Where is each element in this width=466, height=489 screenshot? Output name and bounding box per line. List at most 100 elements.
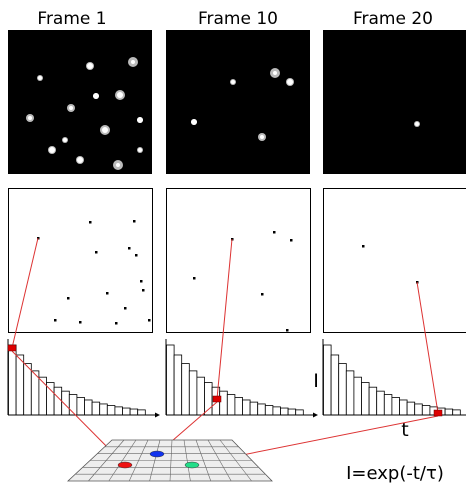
histogram-bar [123, 408, 131, 415]
histogram-bar [265, 406, 273, 415]
histogram-bar [296, 410, 304, 415]
histogram-marker [434, 410, 442, 416]
histogram-bar [273, 407, 281, 415]
grid-cell [150, 451, 164, 457]
detected-point [290, 239, 293, 242]
detected-point [362, 245, 365, 248]
histogram-bar [235, 397, 243, 415]
spot [93, 93, 99, 99]
spot [137, 117, 143, 123]
histogram-bar [362, 383, 370, 415]
histogram-bar [92, 402, 100, 415]
spot [117, 92, 123, 98]
spot [191, 119, 197, 125]
histogram-bar [445, 409, 453, 415]
frame-image [166, 30, 310, 174]
histogram-bar [39, 377, 47, 415]
histogram-bar [281, 408, 289, 415]
histogram-bar [422, 406, 430, 415]
histogram-bar [227, 395, 235, 415]
histogram-bar [16, 355, 24, 415]
spot [77, 157, 83, 163]
histogram-bar [400, 400, 408, 415]
spot [231, 80, 235, 84]
spot [28, 116, 32, 120]
spot [87, 63, 93, 69]
histogram-bar [167, 345, 175, 415]
detected-point [140, 280, 143, 283]
spot [287, 79, 293, 85]
detected-point [79, 321, 82, 324]
frame-title: Frame 1 [37, 9, 106, 29]
formula: I=exp(-t/τ) [346, 463, 444, 484]
detection-box [324, 189, 466, 333]
spot [131, 60, 135, 64]
detected-point [135, 254, 138, 257]
histogram-marker [8, 345, 16, 351]
histogram-bar [288, 409, 296, 415]
detected-point [193, 277, 196, 280]
spot [273, 71, 277, 75]
detected-point [67, 297, 70, 300]
histogram-bar [324, 345, 332, 415]
diagram: Frame 1 Frame 10 Frame 20 I t I=exp(-t/τ… [0, 0, 466, 489]
spot [102, 127, 108, 133]
histogram-bar [354, 377, 362, 415]
frame-title: Frame 10 [198, 9, 278, 29]
histogram-bar [54, 387, 62, 415]
histogram-bar [197, 377, 205, 415]
spot [49, 147, 55, 153]
spot [38, 76, 42, 80]
frame-title: Frame 20 [353, 9, 433, 29]
histogram-bar [130, 409, 138, 415]
spot [260, 135, 264, 139]
histogram-bar [107, 406, 115, 415]
detected-point [286, 329, 289, 332]
histogram-bar [100, 404, 108, 415]
histogram-bar [331, 355, 339, 415]
detected-point [261, 293, 264, 296]
figure [8, 30, 466, 481]
detected-point [133, 220, 136, 223]
histogram-bar [85, 400, 93, 415]
detection-box [167, 189, 311, 333]
histogram-bar [377, 391, 385, 415]
histogram-marker [213, 396, 221, 402]
detected-point [106, 292, 109, 295]
histogram-bar [62, 391, 70, 415]
detected-point [54, 319, 57, 322]
histogram-bar [369, 387, 377, 415]
spot [63, 138, 67, 142]
spot [415, 122, 419, 126]
histogram-bar [138, 410, 146, 415]
histogram-bar [24, 364, 32, 415]
detected-point [273, 231, 276, 234]
histogram-bar [339, 364, 347, 415]
axis-arrow [313, 413, 318, 418]
detected-point [148, 319, 151, 322]
histogram-bar [220, 391, 228, 415]
detection-box [9, 189, 153, 333]
detected-point [128, 247, 131, 250]
histogram-bar [77, 397, 85, 415]
spot [138, 148, 142, 152]
y-axis-label: I [313, 370, 319, 392]
detected-point [115, 322, 118, 325]
grid-cell [118, 462, 132, 468]
histogram-bar [346, 371, 354, 415]
histogram-bar [392, 397, 400, 415]
histogram-bar [174, 355, 182, 415]
histogram-bar [243, 400, 251, 415]
grid-cell [185, 462, 199, 468]
histogram-bar [453, 410, 461, 415]
histogram-bar [407, 402, 415, 415]
histogram-bar [189, 371, 197, 415]
detected-point [142, 289, 145, 292]
spot [69, 106, 73, 110]
frame-image [323, 30, 466, 174]
histogram-bar [250, 402, 258, 415]
histogram-bar [115, 407, 123, 415]
axis-arrow [155, 413, 160, 418]
histogram-bar [258, 404, 266, 415]
detected-point [124, 307, 127, 310]
